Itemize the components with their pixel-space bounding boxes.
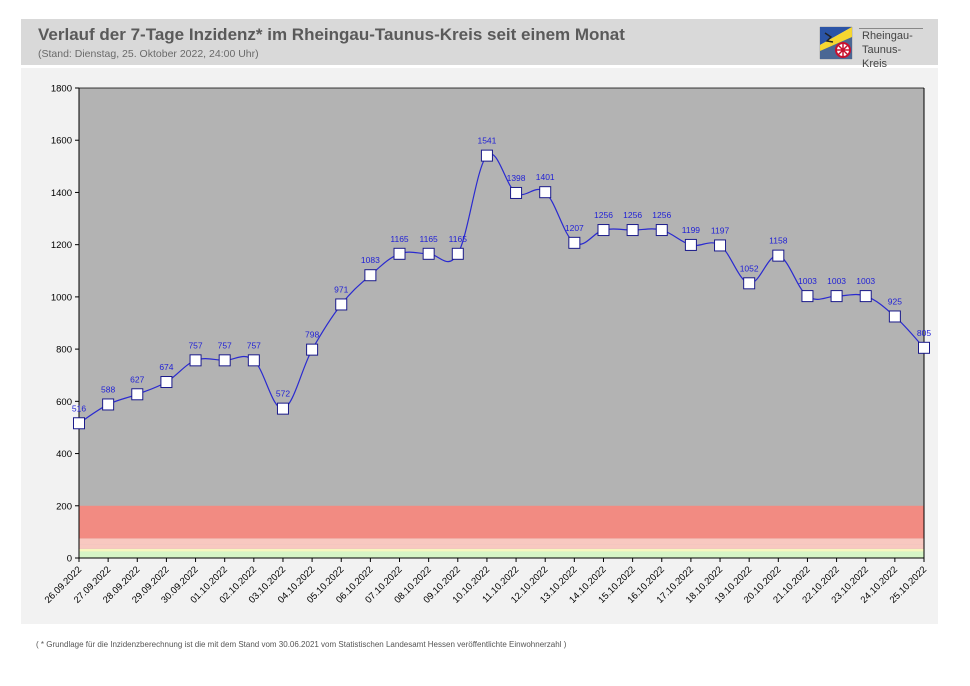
data-point (218, 354, 231, 367)
data-label: 516 (72, 403, 86, 413)
data-point (772, 249, 785, 262)
data-point (451, 247, 464, 260)
data-point (510, 186, 523, 199)
data-point (306, 343, 319, 356)
data-point (714, 239, 727, 252)
data-label: 757 (247, 340, 261, 350)
logo-text: Rheingau- Taunus-Kreis (859, 28, 923, 72)
header-bar: Verlauf der 7-Tage Inzidenz* im Rheingau… (21, 19, 938, 72)
y-tick-label: 200 (56, 501, 72, 512)
threshold-band-3 (79, 538, 924, 545)
data-label: 1199 (682, 225, 701, 235)
data-point (801, 290, 814, 303)
data-label: 1003 (827, 276, 846, 286)
data-label: 1052 (740, 263, 759, 273)
data-label: 674 (159, 362, 173, 372)
data-point (131, 388, 144, 401)
data-point (335, 298, 348, 311)
threshold-band-2 (79, 544, 924, 549)
data-label: 588 (101, 384, 115, 394)
data-label: 757 (218, 340, 232, 350)
y-tick-label: 400 (56, 449, 72, 460)
logo-line-1: Rheingau- (862, 30, 913, 42)
data-point (160, 376, 173, 389)
data-label: 925 (888, 296, 902, 306)
data-label: 572 (276, 389, 290, 399)
line-chart: 02004006008001000120014001600180026.09.2… (43, 84, 932, 606)
data-point (655, 224, 668, 237)
data-label: 798 (305, 330, 319, 340)
data-point (393, 247, 406, 260)
y-tick-label: 1200 (51, 240, 72, 251)
data-label: 1401 (536, 172, 555, 182)
data-point (568, 236, 581, 249)
data-label: 1197 (711, 225, 730, 235)
data-label: 1256 (652, 210, 671, 220)
data-point (597, 224, 610, 237)
data-label: 1003 (856, 276, 875, 286)
data-label: 627 (130, 374, 144, 384)
threshold-band-0 (79, 551, 924, 558)
logo-line-2: Taunus-Kreis (862, 44, 902, 70)
data-label: 805 (917, 328, 931, 338)
data-point (189, 354, 202, 367)
data-label: 1398 (507, 173, 526, 183)
data-point (422, 247, 435, 260)
data-label: 1256 (594, 210, 613, 220)
y-tick-label: 1600 (51, 136, 72, 147)
data-point (626, 224, 639, 237)
footnote: ( * Grundlage für die Inzidenzberechnung… (36, 640, 567, 649)
threshold-band-4 (79, 505, 924, 539)
data-label: 1207 (565, 223, 584, 233)
data-point (918, 341, 930, 354)
data-label: 1083 (361, 255, 380, 265)
data-label: 1158 (769, 236, 788, 246)
threshold-band-1 (79, 548, 924, 552)
y-tick-label: 1800 (51, 84, 72, 95)
data-point (276, 402, 289, 415)
y-tick-label: 1400 (51, 188, 72, 199)
data-point (102, 398, 115, 411)
data-label: 1541 (477, 136, 496, 146)
data-label: 1165 (449, 234, 468, 244)
data-label: 757 (188, 340, 202, 350)
data-point (539, 186, 552, 199)
chart-area: 0 200 400 600 800 1000 1200 1400 1600 1800 26.09.2… (21, 68, 938, 624)
data-label: 1003 (798, 276, 817, 286)
coat-of-arms-icon (819, 26, 853, 60)
data-label: 1165 (420, 234, 439, 244)
y-tick-label: 800 (56, 345, 72, 356)
chart-title: Verlauf der 7-Tage Inzidenz* im Rheingau… (38, 25, 625, 44)
plot-background (79, 88, 924, 558)
y-tick-label: 600 (56, 397, 72, 408)
y-tick-label: 0 (67, 554, 72, 565)
data-point (364, 269, 377, 282)
data-point (684, 238, 697, 251)
chart-subtitle: (Stand: Dienstag, 25. Oktober 2022, 24:0… (38, 48, 259, 60)
data-label: 971 (334, 284, 348, 294)
y-tick-label: 1000 (51, 292, 72, 303)
data-point (888, 310, 901, 323)
data-point (480, 149, 493, 162)
data-label: 1165 (390, 234, 409, 244)
data-label: 1256 (623, 210, 642, 220)
data-point (247, 354, 260, 367)
data-point (743, 277, 756, 290)
data-point (859, 290, 872, 303)
district-logo: Rheingau- Taunus-Kreis (818, 25, 924, 72)
data-point (73, 417, 85, 430)
data-point (830, 290, 843, 303)
